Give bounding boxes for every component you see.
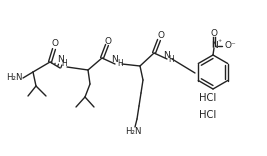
Text: N: N [163,51,169,59]
Text: HCl: HCl [199,110,217,120]
Text: N: N [112,54,118,63]
Text: H₂N: H₂N [125,127,141,136]
Text: H: H [61,58,67,68]
Text: O: O [104,37,112,46]
Text: H: H [168,54,174,63]
Text: H: H [117,58,123,68]
Text: O: O [210,29,218,39]
Text: ⁺: ⁺ [217,39,221,47]
Text: O⁻: O⁻ [224,41,236,51]
Text: HCl: HCl [199,93,217,103]
Text: O: O [52,39,58,49]
Text: N: N [57,56,63,64]
Text: H₂N: H₂N [6,73,22,83]
Text: N: N [211,41,217,51]
Text: O: O [158,32,164,41]
